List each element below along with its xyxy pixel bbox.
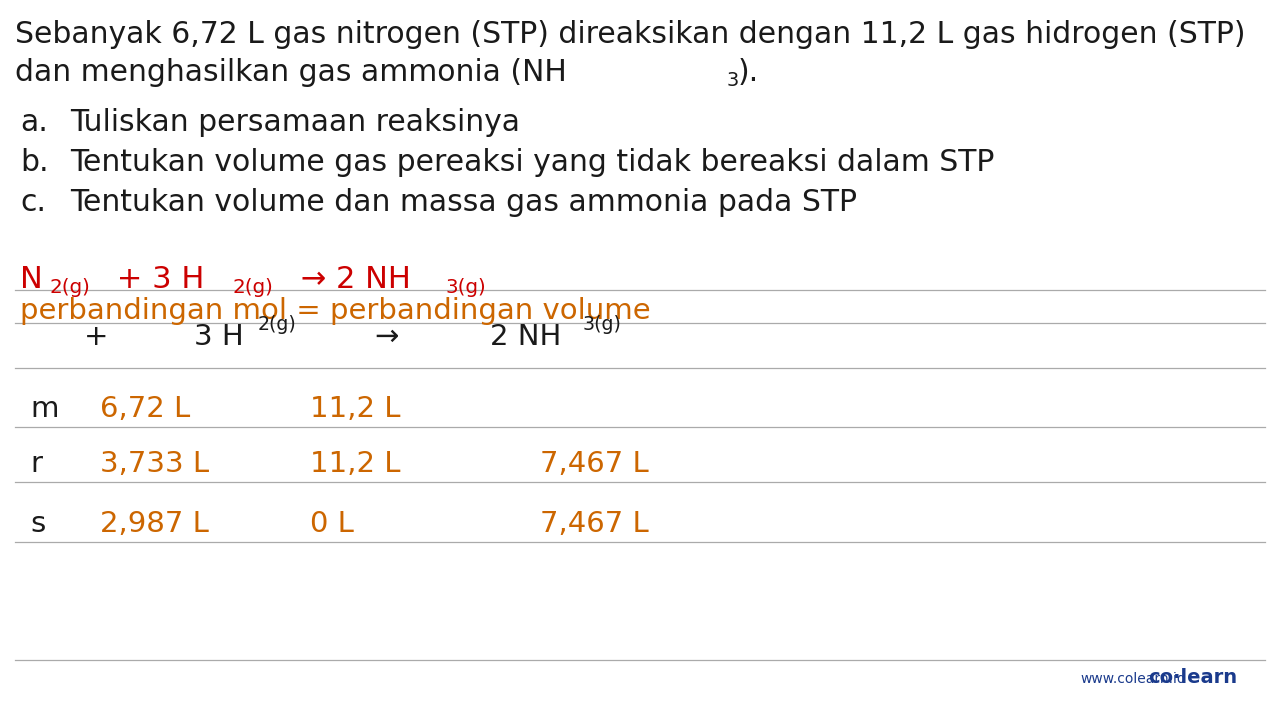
Text: a.: a. bbox=[20, 108, 47, 137]
Text: r: r bbox=[29, 450, 42, 478]
Text: perbandingan mol = perbandingan volume: perbandingan mol = perbandingan volume bbox=[20, 297, 650, 325]
Text: →: → bbox=[374, 323, 398, 351]
Text: 2(g): 2(g) bbox=[233, 279, 274, 297]
Text: 2,987 L: 2,987 L bbox=[100, 510, 209, 538]
Text: Sebanyak 6,72 L gas nitrogen (STP) direaksikan dengan 11,2 L gas hidrogen (STP): Sebanyak 6,72 L gas nitrogen (STP) direa… bbox=[15, 20, 1245, 49]
Text: + 3 H: + 3 H bbox=[108, 265, 205, 294]
Text: 0 L: 0 L bbox=[310, 510, 353, 538]
Text: N: N bbox=[20, 265, 42, 294]
Text: +: + bbox=[84, 323, 109, 351]
Text: 7,467 L: 7,467 L bbox=[540, 510, 649, 538]
Text: → 2 NH: → 2 NH bbox=[291, 265, 411, 294]
Text: 2(g): 2(g) bbox=[257, 315, 297, 333]
Text: www.colearn.id: www.colearn.id bbox=[1080, 672, 1185, 686]
Text: 6,72 L: 6,72 L bbox=[100, 395, 191, 423]
Text: ).: ). bbox=[737, 58, 759, 87]
Text: 3,733 L: 3,733 L bbox=[100, 450, 209, 478]
Text: 3: 3 bbox=[727, 71, 739, 91]
Text: 3(g): 3(g) bbox=[582, 315, 621, 333]
Text: Tentukan volume dan massa gas ammonia pada STP: Tentukan volume dan massa gas ammonia pa… bbox=[70, 188, 858, 217]
Text: 7,467 L: 7,467 L bbox=[540, 450, 649, 478]
Text: 3(g): 3(g) bbox=[445, 279, 486, 297]
Text: b.: b. bbox=[20, 148, 49, 177]
Text: 11,2 L: 11,2 L bbox=[310, 395, 401, 423]
Text: m: m bbox=[29, 395, 59, 423]
Text: 2 NH: 2 NH bbox=[490, 323, 562, 351]
Text: s: s bbox=[29, 510, 45, 538]
Text: 11,2 L: 11,2 L bbox=[310, 450, 401, 478]
Text: co·learn: co·learn bbox=[1148, 668, 1238, 687]
Text: 2(g): 2(g) bbox=[50, 279, 90, 297]
Text: Tentukan volume gas pereaksi yang tidak bereaksi dalam STP: Tentukan volume gas pereaksi yang tidak … bbox=[70, 148, 995, 177]
Text: 3 H: 3 H bbox=[193, 323, 243, 351]
Text: Tuliskan persamaan reaksinya: Tuliskan persamaan reaksinya bbox=[70, 108, 520, 137]
Text: c.: c. bbox=[20, 188, 46, 217]
Text: dan menghasilkan gas ammonia (NH: dan menghasilkan gas ammonia (NH bbox=[15, 58, 567, 87]
